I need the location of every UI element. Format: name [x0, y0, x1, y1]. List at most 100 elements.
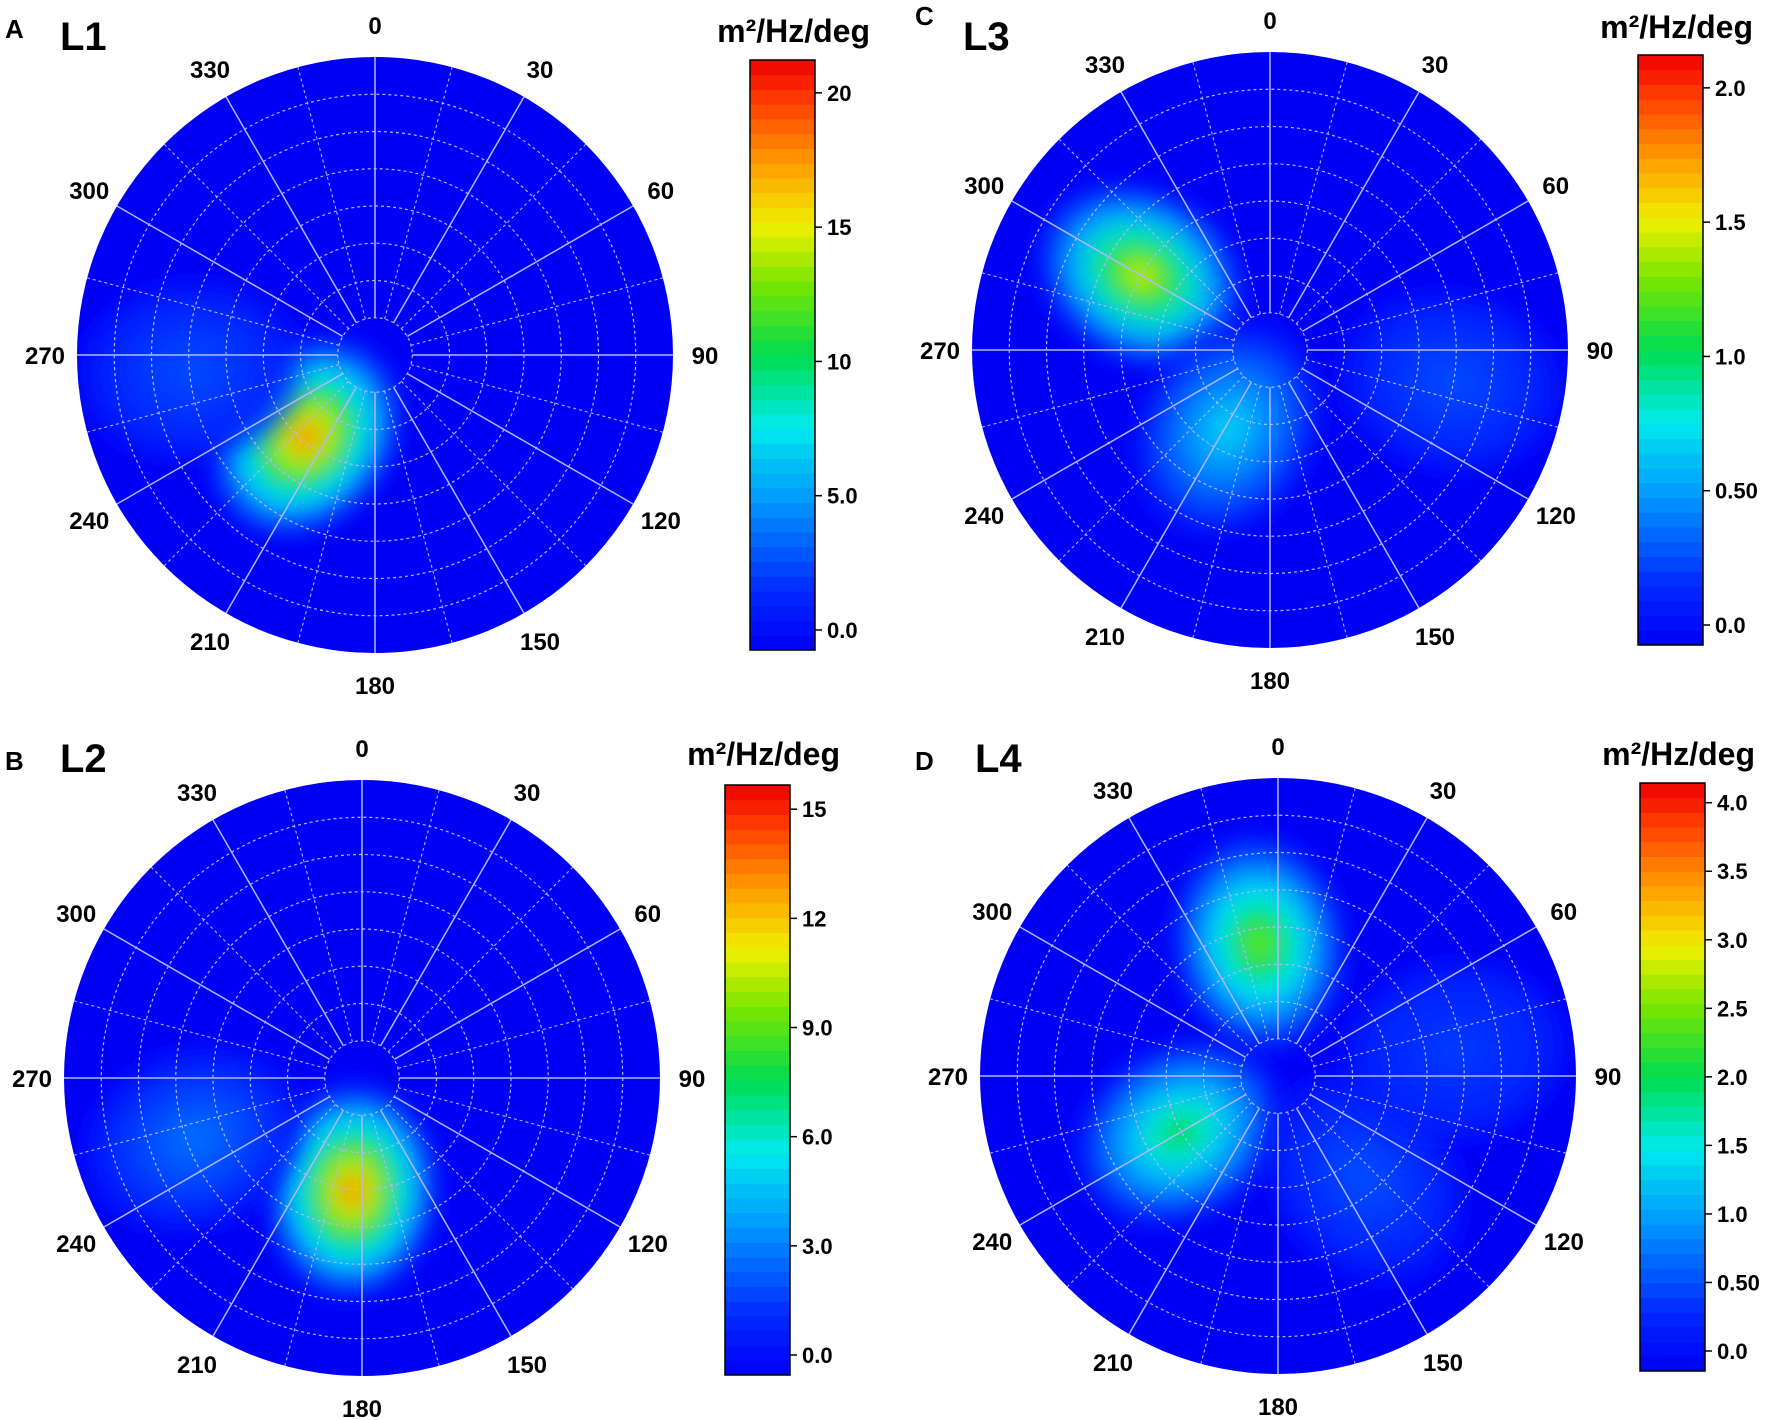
angle-tick-label: 90 — [1595, 1064, 1622, 1091]
panel-title: L1 — [60, 15, 107, 59]
colorbar-tick-label: 0.0 — [1717, 1339, 1748, 1364]
spectral-peak — [1167, 829, 1351, 1057]
angle-tick-label: 30 — [1422, 52, 1449, 79]
angle-tick-label: 300 — [69, 178, 109, 205]
colorbar-tick-label: 0.0 — [802, 1343, 833, 1368]
colorbar-tick-label: 3.0 — [802, 1234, 833, 1259]
colorbar: 0.0 0.50 1.0 1.5 2.0 2.5 3.0 3.5 4.0 — [1639, 782, 1760, 1372]
angle-tick-label: 180 — [1250, 668, 1290, 695]
colorbar-tick-label: 0.50 — [1717, 1270, 1760, 1295]
angle-tick-label: 270 — [25, 343, 65, 370]
angle-tick-label: 270 — [920, 338, 960, 365]
panel-letter: A — [5, 14, 24, 44]
angle-tick-label: 180 — [1258, 1394, 1298, 1420]
angle-tick-label: 90 — [692, 343, 719, 370]
angle-tick-label: 300 — [56, 901, 96, 928]
panel-letter: D — [915, 746, 934, 776]
spectral-peak — [1032, 178, 1250, 373]
angle-tick-label: 150 — [1415, 624, 1455, 651]
colorbar-tick-label: 1.5 — [1715, 210, 1746, 235]
colorbar-tick-label: 1.0 — [1715, 344, 1746, 369]
angle-tick-label: 0 — [355, 736, 368, 763]
panel-c: C L3 0 30 60 90 120 150 180 210 240 270 300 330 0.0 0.5… — [915, 1, 1758, 695]
colorbar-tick-label: 4.0 — [1717, 791, 1748, 816]
colorbar-tick-label: 6.0 — [802, 1125, 833, 1150]
angle-tick-label: 0 — [368, 13, 381, 40]
colorbar-unit-label: m²/Hz/deg — [1602, 736, 1755, 772]
colorbar-tick-label: 1.0 — [1717, 1202, 1748, 1227]
spectral-peak — [260, 1077, 444, 1305]
angle-tick-label: 330 — [1093, 778, 1133, 805]
angle-tick-label: 0 — [1271, 734, 1284, 761]
angle-tick-label: 210 — [177, 1352, 217, 1379]
colorbar-tick-label: 1.5 — [1717, 1133, 1748, 1158]
angle-tick-label: 180 — [355, 673, 395, 700]
polar-grid — [980, 778, 1576, 1374]
angle-tick-label: 270 — [928, 1064, 968, 1091]
polar-grid — [77, 57, 673, 653]
angle-tick-label: 330 — [1085, 52, 1125, 79]
angle-tick-label: 0 — [1263, 8, 1276, 35]
colorbar: 0.0 5.0 10 15 20 — [749, 59, 858, 651]
colorbar-tick-label: 20 — [827, 81, 851, 106]
colorbar-tick-label: 2.0 — [1717, 1065, 1748, 1090]
panel-title: L3 — [963, 15, 1010, 59]
angle-tick-label: 60 — [634, 901, 661, 928]
colorbar-unit-label: m²/Hz/deg — [717, 13, 870, 49]
angle-tick-label: 30 — [514, 780, 541, 807]
angle-tick-label: 90 — [679, 1066, 706, 1093]
angle-tick-label: 60 — [1542, 173, 1569, 200]
spectral-peak — [82, 1045, 306, 1234]
angle-tick-label: 240 — [56, 1231, 96, 1258]
spectral-peak — [1338, 290, 1566, 474]
colorbar-tick-label: 0.0 — [1715, 613, 1746, 638]
panel-letter: B — [5, 746, 24, 776]
angle-tick-label: 240 — [972, 1229, 1012, 1256]
angle-tick-label: 300 — [964, 173, 1004, 200]
angle-tick-label: 210 — [1085, 624, 1125, 651]
angle-tick-label: 150 — [1423, 1350, 1463, 1377]
polar-grid — [64, 780, 660, 1376]
angle-tick-label: 30 — [527, 57, 554, 84]
spectral-peak — [77, 279, 305, 463]
angle-tick-label: 240 — [69, 508, 109, 535]
angle-tick-label: 60 — [1550, 899, 1577, 926]
colorbar-tick-label: 15 — [802, 797, 826, 822]
angle-tick-label: 240 — [964, 503, 1004, 530]
colorbar-unit-label: m²/Hz/deg — [687, 736, 840, 772]
angle-tick-label: 180 — [342, 1396, 382, 1420]
angle-tick-label: 30 — [1430, 778, 1457, 805]
panel-b: B L2 0 30 60 90 120 150 180 210 240 270 300 330 0.0 3.0… — [5, 736, 840, 1420]
colorbar: 0.0 3.0 6.0 9.0 12 15 — [724, 784, 833, 1376]
panel-a: A L1 0 30 60 90 120 150 180 210 240 270 300 330 0.0 5.0… — [5, 13, 870, 700]
colorbar-tick-label: 3.0 — [1717, 928, 1748, 953]
angle-tick-label: 150 — [520, 629, 560, 656]
angle-tick-label: 120 — [1536, 503, 1576, 530]
angle-tick-label: 210 — [190, 629, 230, 656]
colorbar-tick-label: 2.5 — [1717, 996, 1748, 1021]
colorbar-tick-label: 9.0 — [802, 1016, 833, 1041]
angle-tick-label: 150 — [507, 1352, 547, 1379]
colorbar-tick-label: 10 — [827, 349, 851, 374]
panel-title: L4 — [975, 737, 1022, 781]
colorbar: 0.0 0.50 1.0 1.5 2.0 — [1637, 54, 1758, 646]
angle-tick-label: 210 — [1093, 1350, 1133, 1377]
polar-grid — [972, 52, 1568, 648]
angle-tick-label: 120 — [641, 508, 681, 535]
angle-tick-label: 300 — [972, 899, 1012, 926]
colorbar-tick-label: 12 — [802, 906, 826, 931]
colorbar-tick-label: 2.0 — [1715, 76, 1746, 101]
spectral-peak — [1341, 959, 1569, 1143]
colorbar-unit-label: m²/Hz/deg — [1600, 9, 1753, 45]
colorbar-tick-label: 3.5 — [1717, 859, 1748, 884]
panel-letter: C — [915, 1, 934, 31]
colorbar-tick-label: 15 — [827, 215, 851, 240]
angle-tick-label: 60 — [647, 178, 674, 205]
panel-d: D L4 0 30 60 90 120 150 180 210 240 270 300 330 0.0 0.5… — [915, 734, 1760, 1420]
angle-tick-label: 330 — [177, 780, 217, 807]
angle-tick-label: 120 — [1544, 1229, 1584, 1256]
angle-tick-label: 90 — [1587, 338, 1614, 365]
angle-tick-label: 120 — [628, 1231, 668, 1258]
colorbar-tick-label: 0.50 — [1715, 479, 1758, 504]
